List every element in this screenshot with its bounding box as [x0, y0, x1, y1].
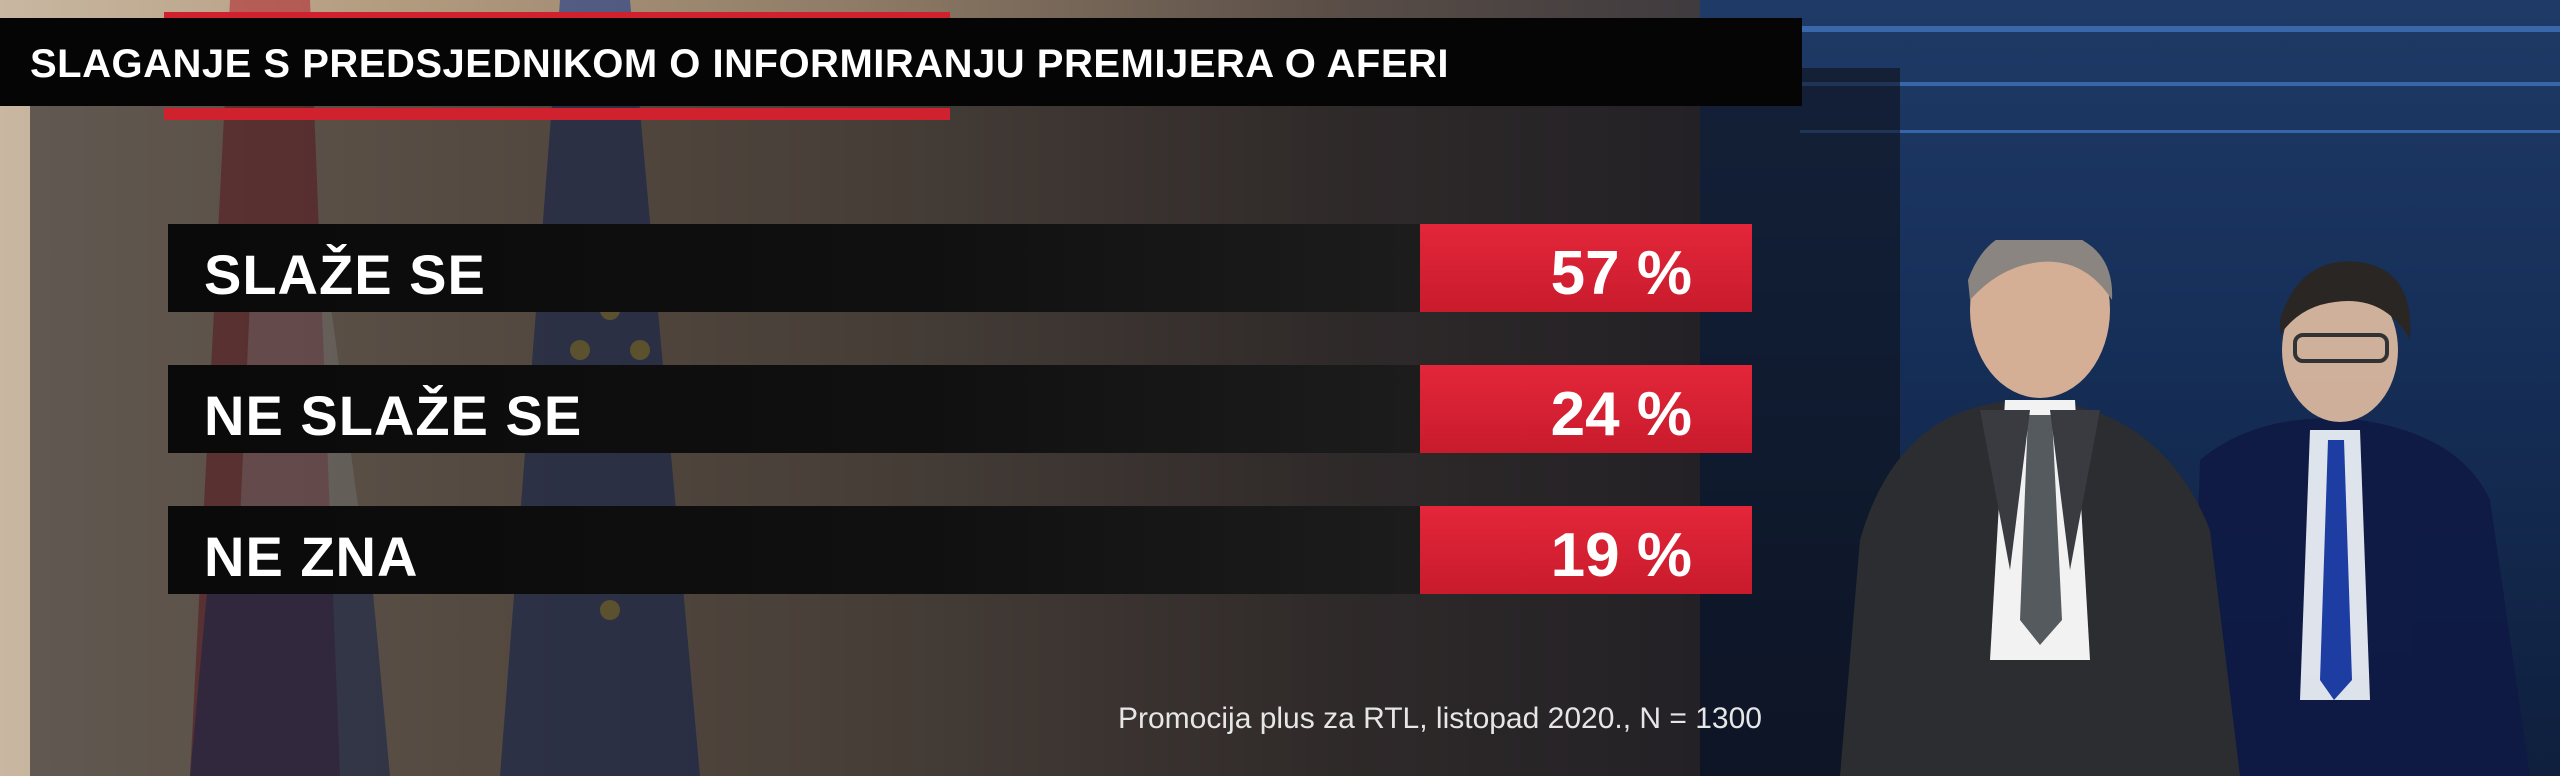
result-row: SLAŽE SE 57 % [168, 224, 1752, 312]
row-label: NE SLAŽE SE [204, 384, 583, 447]
row-label-background [168, 506, 1420, 594]
row-value-background [1420, 506, 1752, 594]
title-bar [0, 18, 1802, 106]
light-streak [1780, 26, 2560, 32]
row-value: 19 % [1550, 521, 1692, 590]
row-value-background [1420, 224, 1752, 312]
title-top-accent [164, 12, 950, 18]
row-label-background [168, 365, 1420, 453]
row-label: SLAŽE SE [204, 243, 486, 306]
person-right [2190, 261, 2530, 776]
person-left [1840, 240, 2240, 776]
row-label: NE ZNA [204, 525, 419, 588]
title-accent [164, 108, 950, 120]
light-streak [1700, 82, 2560, 86]
row-value: 57 % [1550, 239, 1692, 308]
source-note: Promocija plus za RTL, listopad 2020., N… [1118, 702, 1762, 735]
result-row: NE SLAŽE SE 24 % [168, 365, 1752, 453]
result-row: NE ZNA 19 % [168, 506, 1752, 594]
chart-title: SLAGANJE S PREDSJEDNIKOM O INFORMIRANJU … [30, 42, 1450, 86]
politicians-photo [1840, 240, 2530, 776]
row-value-background [1420, 365, 1752, 453]
row-value: 24 % [1550, 380, 1692, 449]
row-label-background [168, 224, 1420, 312]
light-streak [1800, 130, 2560, 133]
